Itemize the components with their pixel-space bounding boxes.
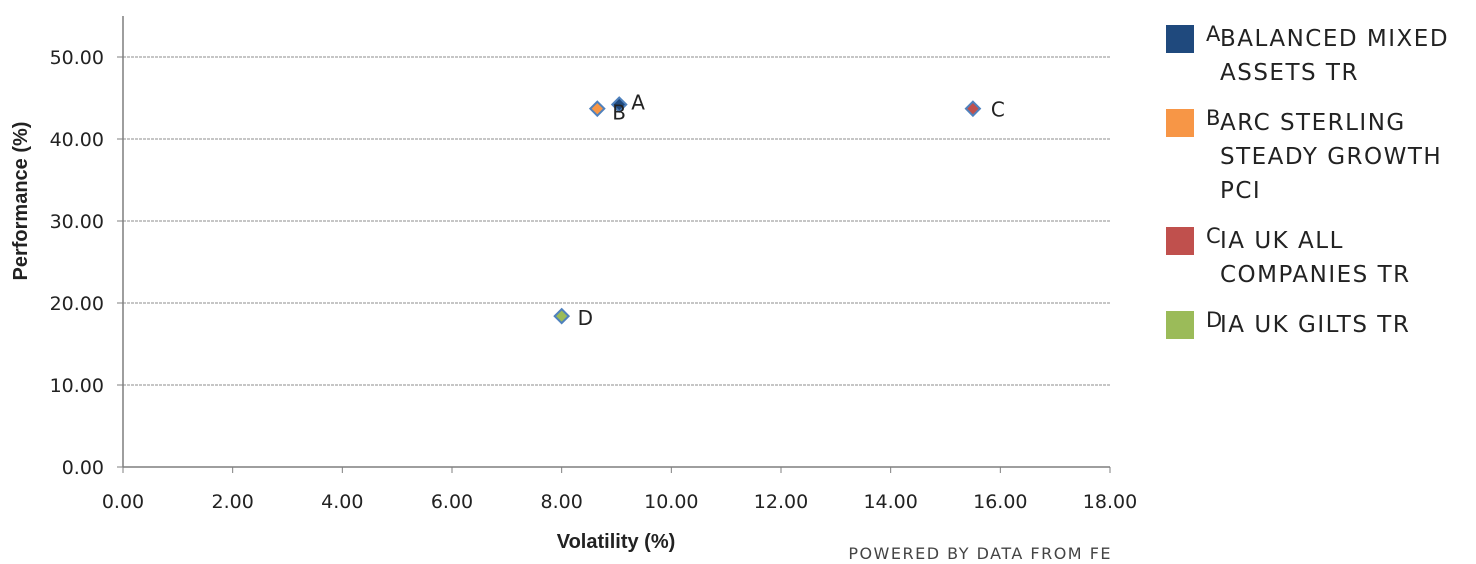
x-tick-label-2: 4.00 xyxy=(321,491,363,513)
y-tick-label-2: 20.00 xyxy=(50,293,104,315)
scatter-chart: 0.00 10.00 20.00 30.00 40.00 50.00 0.00 2.00 4.0… xyxy=(10,16,1138,553)
y-tick-label-0: 0.00 xyxy=(62,457,104,479)
y-axis-title: Performance (%) xyxy=(10,122,32,281)
footer-credit: POWERED BY DATA FROM FE xyxy=(848,544,1112,563)
y-tick-label-4: 40.00 xyxy=(50,129,104,151)
point-label-d: D xyxy=(578,306,593,330)
legend-item-c: C IA UK ALL COMPANIES TR xyxy=(1166,224,1476,292)
x-tick-label-3: 6.00 xyxy=(431,491,473,513)
legend-letter-d: D xyxy=(1206,308,1224,332)
x-tick-label-9: 18.00 xyxy=(1083,491,1137,513)
y-tick-label-1: 10.00 xyxy=(50,375,104,397)
x-tick-label-8: 16.00 xyxy=(973,491,1027,513)
gridlines xyxy=(123,56,1110,386)
legend-swatch-d xyxy=(1166,311,1194,339)
tick-labels: 0.00 10.00 20.00 30.00 40.00 50.00 0.00 2.00 4.0… xyxy=(50,47,1138,513)
legend-name-c: IA UK ALL COMPANIES TR xyxy=(1220,228,1411,288)
legend-item-b: B ARC STERLING STEADY GROWTH PCI xyxy=(1166,106,1476,208)
point-label-a: A xyxy=(631,91,645,115)
x-tick-label-4: 8.00 xyxy=(541,491,583,513)
legend-swatch-a xyxy=(1166,25,1194,53)
point-marker-c xyxy=(964,100,982,118)
x-tick-label-7: 14.00 xyxy=(863,491,917,513)
x-tick-label-1: 2.00 xyxy=(212,491,254,513)
point-label-c: C xyxy=(991,98,1005,122)
legend-swatch-c xyxy=(1166,227,1194,255)
legend: A BALANCED MIXED ASSETS TR B ARC STERLIN… xyxy=(1166,22,1476,358)
legend-letter-c: C xyxy=(1206,224,1222,248)
point-marker-b xyxy=(588,100,606,118)
point-marker-d xyxy=(553,307,571,325)
data-points: AB C D xyxy=(553,91,1005,330)
x-tick-label-0: 0.00 xyxy=(102,491,144,513)
legend-letter-a: A xyxy=(1206,22,1222,46)
point-label-b: B xyxy=(612,101,626,125)
axes xyxy=(117,16,1111,473)
y-tick-label-3: 30.00 xyxy=(50,211,104,233)
x-axis-title: Volatility (%) xyxy=(557,531,676,553)
legend-name-a: BALANCED MIXED ASSETS TR xyxy=(1220,26,1450,86)
legend-letter-b: B xyxy=(1206,106,1222,130)
legend-name-b: ARC STERLING STEADY GROWTH PCI xyxy=(1220,110,1443,204)
legend-name-d: IA UK GILTS TR xyxy=(1220,312,1411,338)
x-tick-label-5: 10.00 xyxy=(644,491,698,513)
point-marker-a xyxy=(610,96,628,113)
legend-swatch-b xyxy=(1166,109,1194,137)
x-tick-label-6: 12.00 xyxy=(754,491,808,513)
legend-item-a: A BALANCED MIXED ASSETS TR xyxy=(1166,22,1476,90)
legend-item-d: D IA UK GILTS TR xyxy=(1166,308,1476,342)
y-tick-label-5: 50.00 xyxy=(50,47,104,69)
